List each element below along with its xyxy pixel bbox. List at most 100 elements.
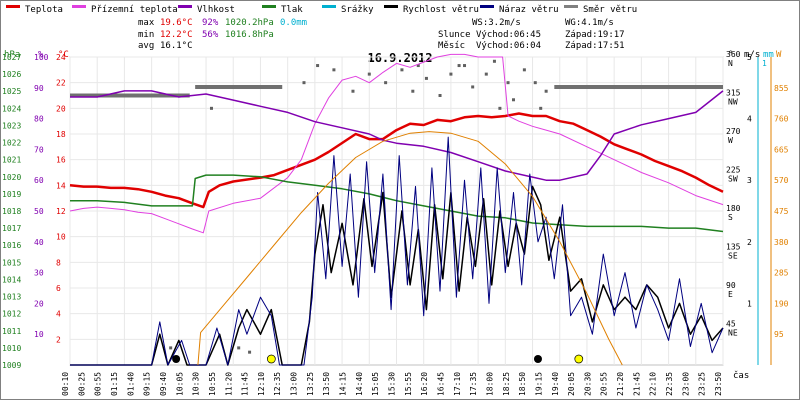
pressure-tick-label: 1013: [2, 293, 21, 302]
time-tick-label: 22:35: [665, 372, 674, 396]
humidity-tick-label: 100: [34, 53, 49, 62]
stat-avg-label: avg: [138, 41, 154, 51]
time-tick-label: 12:10: [257, 372, 266, 396]
stat-moon-rise: Východ:06:04: [476, 41, 541, 51]
humidity-tick-label: 70: [34, 145, 44, 154]
humidity-tick-label: 50: [34, 207, 44, 216]
temperature-tick-label: 14: [56, 181, 66, 190]
direction-point: [457, 64, 461, 68]
pressure-tick-label: 1021: [2, 156, 21, 165]
time-tick-label: 15:05: [371, 372, 380, 396]
time-tick-label: 15:55: [404, 372, 413, 396]
solar-tick-label: 665: [774, 145, 789, 154]
humidity-tick-label: 10: [34, 330, 44, 339]
legend-swatch: [322, 5, 336, 8]
direction-tick-label: 90: [726, 281, 736, 290]
stat-moon-label: Měsíc: [438, 41, 465, 51]
pressure-tick-label: 1019: [2, 190, 21, 199]
legend-swatch: [262, 5, 276, 8]
pressure-tick-label: 1022: [2, 139, 21, 148]
time-tick-label: 09:15: [143, 372, 152, 396]
time-tick-label: 18:25: [502, 372, 511, 396]
moonset-marker: [533, 355, 542, 363]
wind-tick-label: 1: [747, 299, 752, 308]
stat-wg: WG:4.1m/s: [565, 18, 614, 28]
temperature-tick-label: 8: [56, 258, 61, 267]
stat-max-temp: 19.6°C: [160, 18, 193, 28]
solar-tick-label: 380: [774, 238, 789, 247]
direction-tick-label: 180: [726, 204, 741, 213]
legend-swatch: [178, 5, 192, 8]
time-tick-label: 17:10: [453, 372, 462, 396]
stat-avg-temp: 16.1°C: [160, 41, 193, 51]
direction-tick-label: NW: [728, 98, 738, 107]
time-tick-label: 14:40: [355, 372, 364, 396]
stat-min-press: 1016.8hPa: [225, 30, 274, 40]
legend-swatch: [480, 5, 494, 8]
pressure-unit: hPa: [4, 50, 20, 60]
legend-label: Přízemní teplota: [91, 5, 178, 15]
direction-tick-label: 360: [726, 50, 741, 59]
direction-unit: °: [728, 50, 733, 60]
direction-point: [438, 94, 442, 97]
sunset-marker: [574, 354, 584, 364]
time-tick-label: 10:05: [175, 372, 184, 396]
direction-tick-label: 225: [726, 166, 741, 175]
sunrise-marker: [266, 354, 276, 364]
time-tick-label: 22:10: [649, 372, 658, 396]
pressure-tick-label: 1015: [2, 258, 21, 267]
plot-area: [69, 53, 724, 366]
stat-min-label: min: [138, 30, 154, 40]
time-tick-label: 01:40: [126, 372, 135, 396]
temperature-tick-label: 2: [56, 335, 61, 344]
stat-ws: WS:3.2m/s: [472, 18, 521, 28]
series-line-vlhkost: [70, 90, 724, 181]
direction-point: [544, 89, 548, 93]
humidity-tick-label: 90: [34, 84, 44, 93]
wind-tick-label: 5: [747, 53, 752, 62]
direction-point: [424, 76, 428, 80]
time-tick-label: 00:55: [94, 372, 103, 396]
stat-sun-label: Slunce: [438, 30, 471, 40]
stat-moon-set: Západ:17:51: [565, 41, 625, 51]
time-tick-label: 10:55: [208, 372, 217, 396]
wind-tick-label: 2: [747, 238, 752, 247]
direction-point: [411, 89, 415, 93]
direction-point: [400, 68, 404, 72]
temperature-tick-label: 22: [56, 79, 66, 88]
temperature-tick-label: 18: [56, 130, 66, 139]
time-tick-label: 13:00: [290, 372, 299, 396]
stats-block: max 19.6°C 92% 1020.2hPa 0.0mm min 12.2°…: [138, 18, 625, 51]
pressure-tick-label: 1018: [2, 207, 21, 216]
humidity-unit: %: [38, 50, 44, 60]
stat-max-press: 1020.2hPa: [225, 18, 274, 28]
direction-point: [449, 72, 453, 76]
time-tick-label: 16:20: [420, 372, 429, 396]
pressure-tick-label: 1014: [2, 275, 21, 284]
solar-tick-label: 570: [774, 176, 789, 185]
time-tick-label: 09:40: [159, 372, 168, 396]
solar-unit: W: [776, 50, 782, 60]
time-tick-label: 18:00: [485, 372, 494, 396]
temperature-tick-label: 24: [56, 53, 66, 62]
legend-swatch: [72, 5, 86, 8]
pressure-tick-label: 1024: [2, 104, 21, 113]
time-tick-label: 19:40: [551, 372, 560, 396]
temperature-tick-label: 10: [56, 233, 66, 242]
time-tick-label: 11:20: [224, 372, 233, 396]
time-tick-label: 15:30: [388, 372, 397, 396]
direction-point: [169, 346, 173, 350]
pressure-tick-label: 1009: [2, 361, 21, 370]
direction-tick-label: 315: [726, 89, 741, 98]
direction-tick-label: 270: [726, 127, 741, 136]
temperature-tick-label: 6: [56, 284, 61, 293]
time-tick-label: 00:25: [77, 372, 86, 396]
rain-unit: mm: [763, 50, 774, 60]
direction-tick-label: 45: [726, 320, 736, 329]
time-tick-label: 18:50: [518, 372, 527, 396]
pressure-tick-label: 1027: [2, 53, 21, 62]
time-tick-label: 19:15: [534, 372, 543, 396]
